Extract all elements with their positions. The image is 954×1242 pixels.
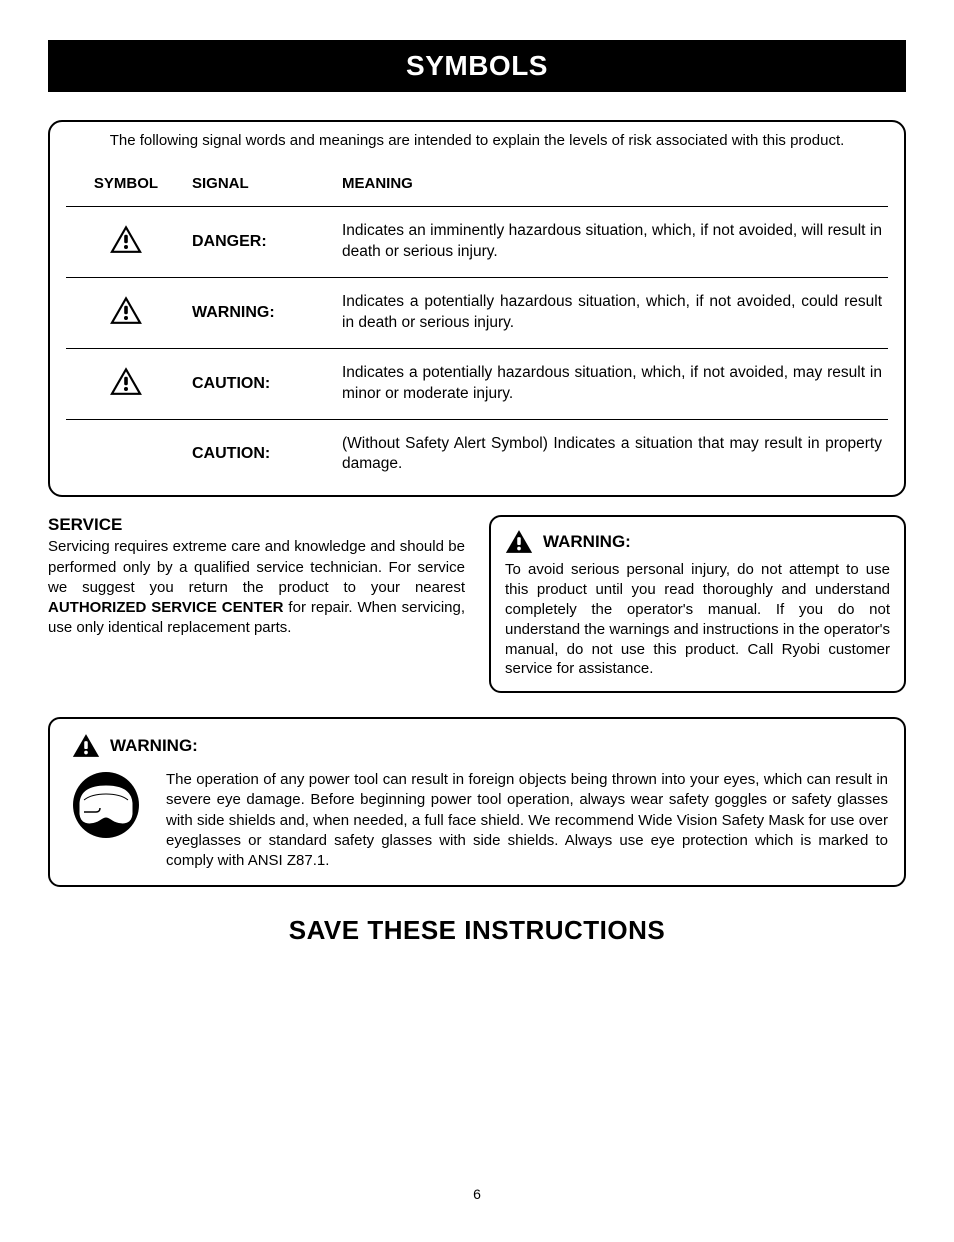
- safety-goggles-icon: [66, 770, 146, 845]
- service-column: SERVICE Servicing requires extreme care …: [48, 515, 465, 693]
- table-header-row: SYMBOL SIGNAL MEANING: [66, 161, 888, 207]
- alert-triangle-icon: [505, 529, 533, 554]
- service-text-bold: AUTHORIZED SERVICE CENTER: [48, 599, 283, 616]
- header-meaning: MEANING: [336, 161, 888, 207]
- cell-signal: CAUTION:: [186, 348, 336, 419]
- service-text: Servicing requires extreme care and know…: [48, 537, 465, 638]
- header-symbol: SYMBOL: [66, 161, 186, 207]
- wide-warning-content: The operation of any power tool can resu…: [66, 770, 888, 871]
- cell-icon: [66, 207, 186, 278]
- table-row: DANGER: Indicates an imminently hazardou…: [66, 207, 888, 278]
- signal-table: SYMBOL SIGNAL MEANING DANGER: Indicates …: [66, 161, 888, 489]
- wide-warning-box: WARNING: The operation of any power tool…: [48, 717, 906, 887]
- save-instructions: SAVE THESE INSTRUCTIONS: [48, 915, 906, 946]
- alert-triangle-icon: [109, 224, 143, 254]
- table-row: CAUTION: Indicates a potentially hazardo…: [66, 348, 888, 419]
- wide-warning-body: The operation of any power tool can resu…: [166, 770, 888, 871]
- symbols-table: The following signal words and meanings …: [48, 120, 906, 497]
- two-column-row: SERVICE Servicing requires extreme care …: [48, 515, 906, 693]
- banner-title: SYMBOLS: [406, 50, 548, 81]
- page-number: 6: [48, 1186, 906, 1202]
- warning-box-header: WARNING:: [505, 529, 890, 554]
- service-text-before: Servicing requires extreme care and know…: [48, 538, 465, 596]
- alert-triangle-icon: [72, 733, 100, 758]
- table-row: WARNING: Indicates a potentially hazardo…: [66, 277, 888, 348]
- service-heading: SERVICE: [48, 515, 465, 535]
- table-row: CAUTION: (Without Safety Alert Symbol) I…: [66, 419, 888, 489]
- warning-box: WARNING: To avoid serious personal injur…: [489, 515, 906, 693]
- header-signal: SIGNAL: [186, 161, 336, 207]
- symbols-intro: The following signal words and meanings …: [66, 132, 888, 149]
- cell-meaning: (Without Safety Alert Symbol) Indicates …: [336, 419, 888, 489]
- cell-meaning: Indicates a potentially hazardous situat…: [336, 348, 888, 419]
- cell-signal: DANGER:: [186, 207, 336, 278]
- section-banner: SYMBOLS: [48, 40, 906, 92]
- cell-signal: WARNING:: [186, 277, 336, 348]
- warning-body: To avoid serious personal injury, do not…: [505, 560, 890, 679]
- cell-meaning: Indicates a potentially hazardous situat…: [336, 277, 888, 348]
- alert-triangle-icon: [109, 295, 143, 325]
- cell-icon-empty: [66, 419, 186, 489]
- wide-warning-title: WARNING:: [110, 736, 198, 756]
- cell-signal: CAUTION:: [186, 419, 336, 489]
- cell-icon: [66, 348, 186, 419]
- alert-triangle-icon: [109, 366, 143, 396]
- warning-title: WARNING:: [543, 532, 631, 552]
- wide-warning-header: WARNING:: [66, 733, 888, 758]
- warning-column: WARNING: To avoid serious personal injur…: [489, 515, 906, 693]
- cell-icon: [66, 277, 186, 348]
- cell-meaning: Indicates an imminently hazardous situat…: [336, 207, 888, 278]
